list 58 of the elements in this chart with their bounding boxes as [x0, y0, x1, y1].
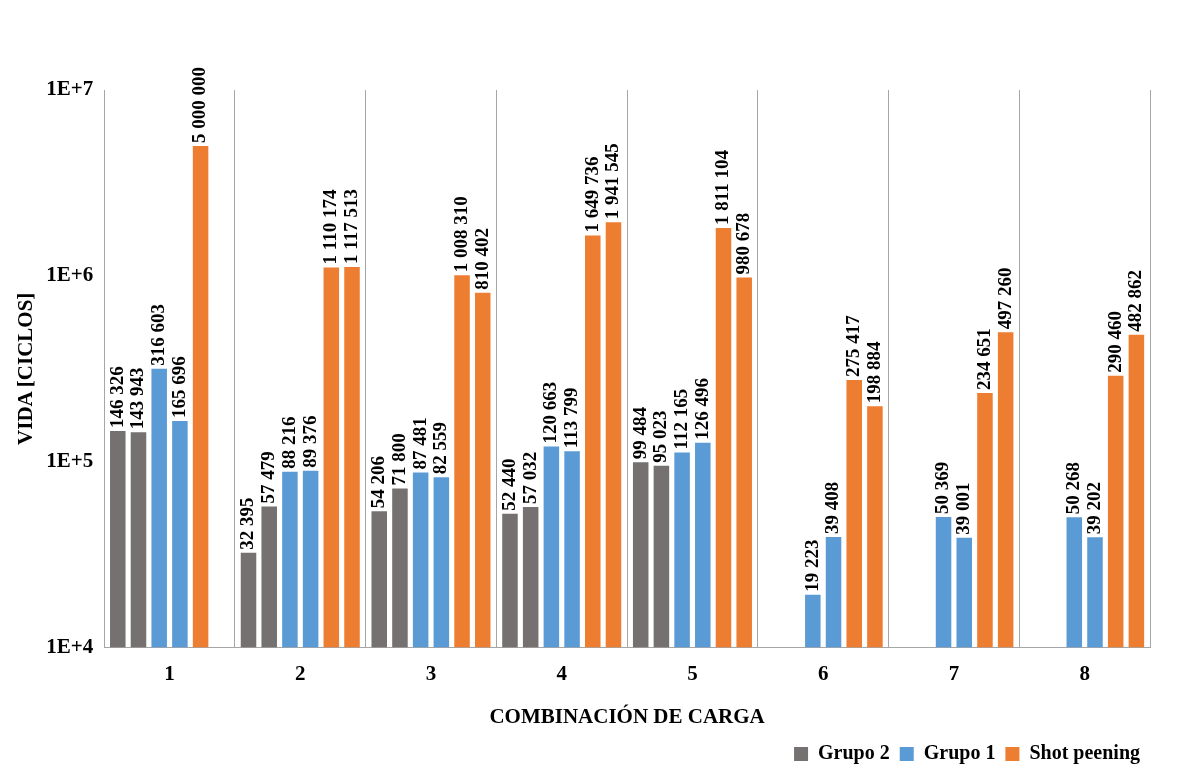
legend-label: Grupo 1 [923, 741, 996, 765]
x-tick-label: 4 [556, 660, 568, 685]
data-label: 126 496 [690, 378, 712, 440]
data-label: 112 165 [670, 388, 692, 450]
data-label: 19 223 [800, 539, 822, 592]
data-label: 497 260 [993, 267, 1015, 330]
data-label: 198 884 [862, 340, 884, 404]
data-label: 143 943 [126, 367, 148, 430]
data-label: 1 649 736 [580, 156, 602, 233]
data-label: 50 369 [931, 461, 953, 515]
data-label: 39 408 [821, 481, 843, 534]
y-tick-label: 1E+5 [46, 448, 94, 473]
x-tick-label: 2 [295, 660, 306, 685]
data-label: 1 117 513 [339, 188, 361, 264]
data-label: 275 417 [842, 314, 864, 377]
data-label: 290 460 [1103, 310, 1125, 373]
x-tick-label: 5 [687, 660, 698, 685]
data-label: 54 206 [367, 455, 389, 509]
y-tick-label: 1E+4 [46, 634, 94, 659]
data-label: 57 479 [257, 451, 279, 504]
data-label: 89 376 [298, 415, 320, 468]
data-label: 1 008 310 [449, 196, 471, 273]
data-label: 71 800 [387, 433, 409, 486]
data-label: 32 395 [236, 497, 258, 550]
data-label: 234 651 [972, 328, 994, 390]
data-label: 57 032 [518, 451, 540, 505]
data-label: 99 484 [628, 406, 650, 460]
data-label: 50 268 [1062, 462, 1084, 515]
data-label: 39 001 [952, 482, 974, 535]
data-label: 39 202 [1082, 482, 1104, 535]
data-label: 95 023 [649, 410, 671, 463]
data-label: 1 110 174 [319, 188, 341, 265]
data-label: 52 440 [497, 458, 519, 511]
data-label: 120 663 [539, 381, 561, 444]
legend-label: Grupo 2 [818, 741, 890, 765]
x-tick-label: 8 [1079, 660, 1090, 685]
data-label: 1 941 545 [601, 143, 623, 220]
x-tick-label: 1 [164, 660, 175, 685]
data-label: 980 678 [732, 212, 754, 275]
data-label: 113 799 [559, 387, 581, 449]
x-tick-label: 7 [948, 660, 960, 685]
data-label: 1 811 104 [711, 149, 733, 225]
data-label: 146 326 [105, 366, 127, 429]
data-label: 87 481 [408, 417, 430, 470]
x-tick-label: 3 [425, 660, 437, 685]
data-label: 5 000 000 [188, 66, 210, 143]
data-label: 165 696 [167, 356, 189, 418]
data-label: 810 402 [470, 228, 492, 290]
data-label: 88 216 [277, 416, 299, 469]
y-axis-title: VIDA [CICLOS] [13, 292, 38, 445]
y-tick-label: 1E+6 [46, 262, 94, 287]
data-label: 482 862 [1124, 269, 1146, 332]
x-tick-label: 6 [817, 660, 829, 685]
legend-label: Shot peening [1029, 741, 1141, 765]
data-label: 316 603 [147, 303, 169, 366]
y-tick-label: 1E+7 [46, 76, 94, 101]
x-axis-title: COMBINACIÓN DE CARGA [489, 703, 766, 728]
data-label: 82 559 [429, 421, 451, 475]
